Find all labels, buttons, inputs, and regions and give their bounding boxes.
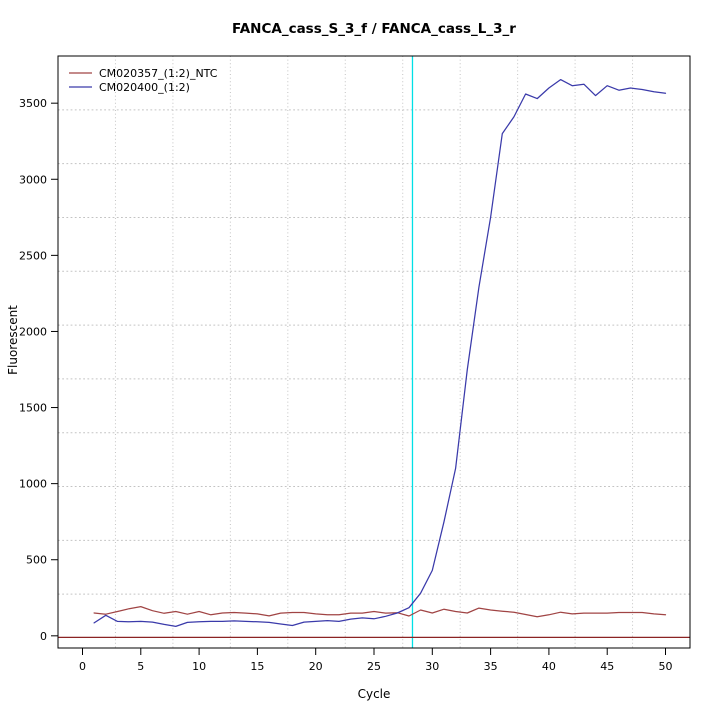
y-tick-label: 0	[40, 630, 47, 643]
x-tick-label: 20	[309, 660, 323, 673]
series-line-1	[93, 78, 667, 628]
threshold-lines-layer	[58, 56, 690, 648]
y-axis-label: Fluorescent	[6, 305, 20, 375]
x-tick-label: 5	[137, 660, 144, 673]
x-tick-label: 30	[425, 660, 439, 673]
x-tick-label: 15	[250, 660, 264, 673]
y-tick-label: 3000	[19, 173, 47, 186]
y-tick-label: 500	[26, 554, 47, 567]
legend-label-1: CM020400_(1:2)	[99, 81, 190, 94]
y-tick-label: 2000	[19, 325, 47, 338]
x-axis-label: Cycle	[358, 687, 391, 701]
x-tick-label: 40	[542, 660, 556, 673]
x-tick-label: 0	[79, 660, 86, 673]
y-tick-label: 3500	[19, 97, 47, 110]
x-tick-label: 50	[659, 660, 673, 673]
x-tick-label: 35	[484, 660, 498, 673]
y-tick-label: 1500	[19, 402, 47, 415]
x-tick-label: 45	[600, 660, 614, 673]
axes-layer: 0 5 10 15 20 25 30 35 40 45 5005001000150020002500…	[19, 97, 673, 673]
x-tick-label: 25	[367, 660, 381, 673]
series-layer	[93, 78, 667, 628]
x-tick-label: 10	[192, 660, 206, 673]
chart-title: FANCA_cass_S_3_f / FANCA_cass_L_3_r	[232, 21, 516, 37]
legend-label-0: CM020357_(1:2)_NTC	[99, 67, 218, 80]
y-tick-label: 2500	[19, 249, 47, 262]
y-tick-label: 1000	[19, 478, 47, 491]
series-line-0	[93, 605, 667, 618]
grid-layer	[58, 56, 690, 648]
plot-frame	[57, 55, 691, 649]
